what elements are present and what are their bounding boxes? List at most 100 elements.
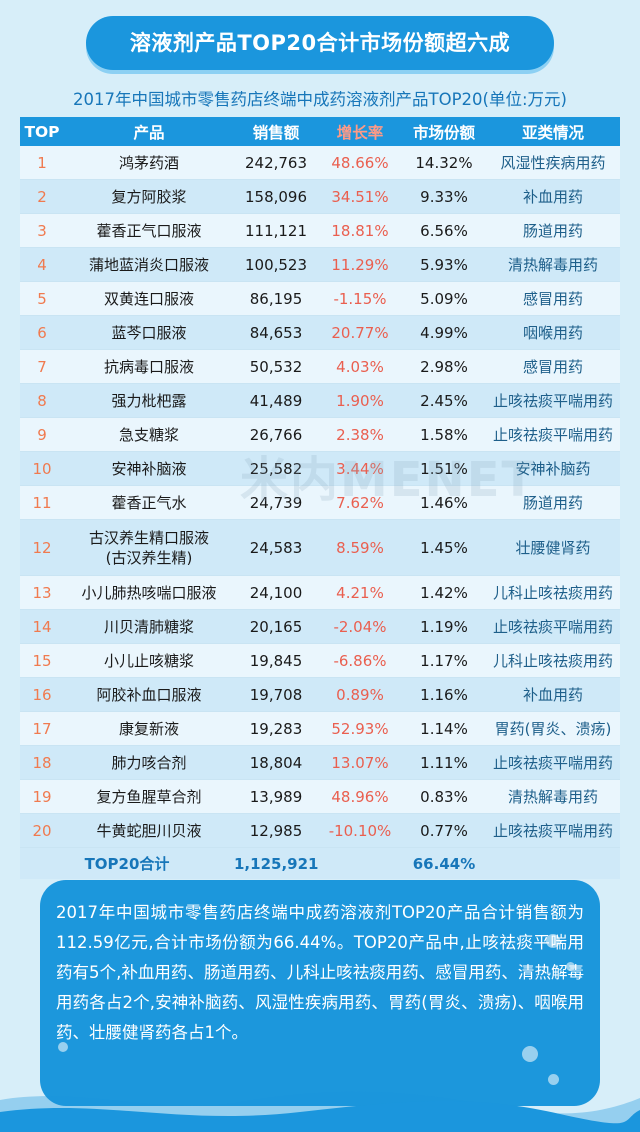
total-share: 66.44% xyxy=(402,847,486,879)
rank-cell: 17 xyxy=(20,711,64,746)
product-cell: 蓝芩口服液 xyxy=(64,315,234,350)
product-cell: 复方阿胶浆 xyxy=(64,179,234,214)
share-cell: 1.51% xyxy=(402,451,486,486)
category-cell: 肠道用药 xyxy=(486,213,620,248)
rank-cell: 1 xyxy=(20,146,64,180)
category-cell: 止咳祛痰平喘用药 xyxy=(486,609,620,644)
growth-cell: 4.21% xyxy=(318,575,402,610)
bubble-decoration xyxy=(548,1074,559,1085)
rank-cell: 5 xyxy=(20,281,64,316)
product-cell: 鸿茅药酒 xyxy=(64,146,234,180)
product-cell: 康复新液 xyxy=(64,711,234,746)
rank-cell: 3 xyxy=(20,213,64,248)
rank-cell: 12 xyxy=(20,519,64,576)
table-row: 20 牛黄蛇胆川贝液 12,985 -10.10% 0.77% 止咳祛痰平喘用药 xyxy=(20,813,620,848)
category-cell: 壮腰健肾药 xyxy=(486,519,620,576)
share-cell: 1.42% xyxy=(402,575,486,610)
table-row: 1 鸿茅药酒 242,763 48.66% 14.32% 风湿性疾病用药 xyxy=(20,146,620,180)
table-row: 19 复方鱼腥草合剂 13,989 48.96% 0.83% 清热解毒用药 xyxy=(20,779,620,814)
rank-cell: 14 xyxy=(20,609,64,644)
growth-cell: 11.29% xyxy=(318,247,402,282)
rank-cell: 4 xyxy=(20,247,64,282)
ranking-table: TOP 产品 销售额 增长率 市场份额 亚类情况 1 鸿茅药酒 242,763 48.… xyxy=(20,117,620,879)
product-cell: 急支糖浆 xyxy=(64,417,234,452)
watermark: 米内MENET xyxy=(240,452,537,508)
bubble-decoration xyxy=(58,1042,68,1052)
table-header-row: TOP 产品 销售额 增长率 市场份额 亚类情况 xyxy=(20,117,620,146)
rank-cell: 10 xyxy=(20,451,64,486)
column-header-category: 亚类情况 xyxy=(486,117,620,146)
title-banner: 溶液剂产品TOP20合计市场份额超六成 xyxy=(86,16,554,70)
rank-cell: 9 xyxy=(20,417,64,452)
share-cell: 1.17% xyxy=(402,643,486,678)
table-row: 18 肺力咳合剂 18,804 13.07% 1.11% 止咳祛痰平喘用药 xyxy=(20,745,620,780)
summary-text: 2017年中国城市零售药店终端中成药溶液剂TOP20产品合计销售额为112.59… xyxy=(56,903,584,1042)
bubble-decoration xyxy=(522,1046,538,1062)
table-row: 7 抗病毒口服液 50,532 4.03% 2.98% 感冒用药 xyxy=(20,349,620,384)
product-cell: 安神补脑液 xyxy=(64,451,234,486)
table-row: 9 急支糖浆 26,766 2.38% 1.58% 止咳祛痰平喘用药 xyxy=(20,417,620,452)
share-cell: 0.83% xyxy=(402,779,486,814)
category-cell: 风湿性疾病用药 xyxy=(486,146,620,180)
product-cell: 藿香正气口服液 xyxy=(64,213,234,248)
total-growth-empty xyxy=(318,847,402,879)
share-cell: 2.98% xyxy=(402,349,486,384)
share-cell: 4.99% xyxy=(402,315,486,350)
bubble-decoration xyxy=(546,934,560,948)
table-row: 13 小儿肺热咳喘口服液 24,100 4.21% 1.42% 儿科止咳祛痰用药 xyxy=(20,575,620,610)
rank-cell: 16 xyxy=(20,677,64,712)
wave-decoration xyxy=(0,1091,640,1132)
product-cell: 肺力咳合剂 xyxy=(64,745,234,780)
page-title: 溶液剂产品TOP20合计市场份额超六成 xyxy=(129,31,511,55)
growth-cell: 48.66% xyxy=(318,146,402,180)
growth-cell: 13.07% xyxy=(318,745,402,780)
growth-cell: 2.38% xyxy=(318,417,402,452)
rank-cell: 15 xyxy=(20,643,64,678)
table-row: 2 复方阿胶浆 158,096 34.51% 9.33% 补血用药 xyxy=(20,179,620,214)
sales-cell: 41,489 xyxy=(234,383,318,418)
total-row: TOP20合计 1,125,921 66.44% xyxy=(20,847,620,879)
sales-cell: 25,582 xyxy=(234,451,318,486)
growth-cell: 48.96% xyxy=(318,779,402,814)
sales-cell: 111,121 xyxy=(234,213,318,248)
category-cell: 止咳祛痰平喘用药 xyxy=(486,417,620,452)
total-category-empty xyxy=(486,847,620,879)
table-row: 16 阿胶补血口服液 19,708 0.89% 1.16% 补血用药 xyxy=(20,677,620,712)
sales-cell: 50,532 xyxy=(234,349,318,384)
rank-cell: 7 xyxy=(20,349,64,384)
column-header-share: 市场份额 xyxy=(402,117,486,146)
share-cell: 5.93% xyxy=(402,247,486,282)
total-label: TOP20合计 xyxy=(20,847,234,879)
column-header-growth: 增长率 xyxy=(318,117,402,146)
category-cell: 安神补脑药 xyxy=(486,451,620,486)
category-cell: 感冒用药 xyxy=(486,281,620,316)
category-cell: 止咳祛痰平喘用药 xyxy=(486,383,620,418)
rank-cell: 8 xyxy=(20,383,64,418)
product-cell: 小儿止咳糖浆 xyxy=(64,643,234,678)
growth-cell: 20.77% xyxy=(318,315,402,350)
sales-cell: 24,583 xyxy=(234,519,318,576)
growth-cell: 52.93% xyxy=(318,711,402,746)
table-row: 17 康复新液 19,283 52.93% 1.14% 胃药(胃炎、溃疡) xyxy=(20,711,620,746)
product-cell: 抗病毒口服液 xyxy=(64,349,234,384)
sales-cell: 100,523 xyxy=(234,247,318,282)
growth-cell: -6.86% xyxy=(318,643,402,678)
growth-cell: 8.59% xyxy=(318,519,402,576)
sales-cell: 19,708 xyxy=(234,677,318,712)
category-cell: 感冒用药 xyxy=(486,349,620,384)
category-cell: 清热解毒用药 xyxy=(486,779,620,814)
rank-cell: 13 xyxy=(20,575,64,610)
share-cell: 1.14% xyxy=(402,711,486,746)
share-cell: 6.56% xyxy=(402,213,486,248)
table-row: 15 小儿止咳糖浆 19,845 -6.86% 1.17% 儿科止咳祛痰用药 xyxy=(20,643,620,678)
summary-panel xyxy=(40,880,600,1106)
growth-cell: -10.10% xyxy=(318,813,402,848)
share-cell: 1.58% xyxy=(402,417,486,452)
product-cell: 复方鱼腥草合剂 xyxy=(64,779,234,814)
share-cell: 9.33% xyxy=(402,179,486,214)
category-cell: 补血用药 xyxy=(486,179,620,214)
table-row: 10 安神补脑液 25,582 3.44% 1.51% 安神补脑药 xyxy=(20,451,620,486)
sales-cell: 26,766 xyxy=(234,417,318,452)
share-cell: 1.19% xyxy=(402,609,486,644)
product-cell: 蒲地蓝消炎口服液 xyxy=(64,247,234,282)
